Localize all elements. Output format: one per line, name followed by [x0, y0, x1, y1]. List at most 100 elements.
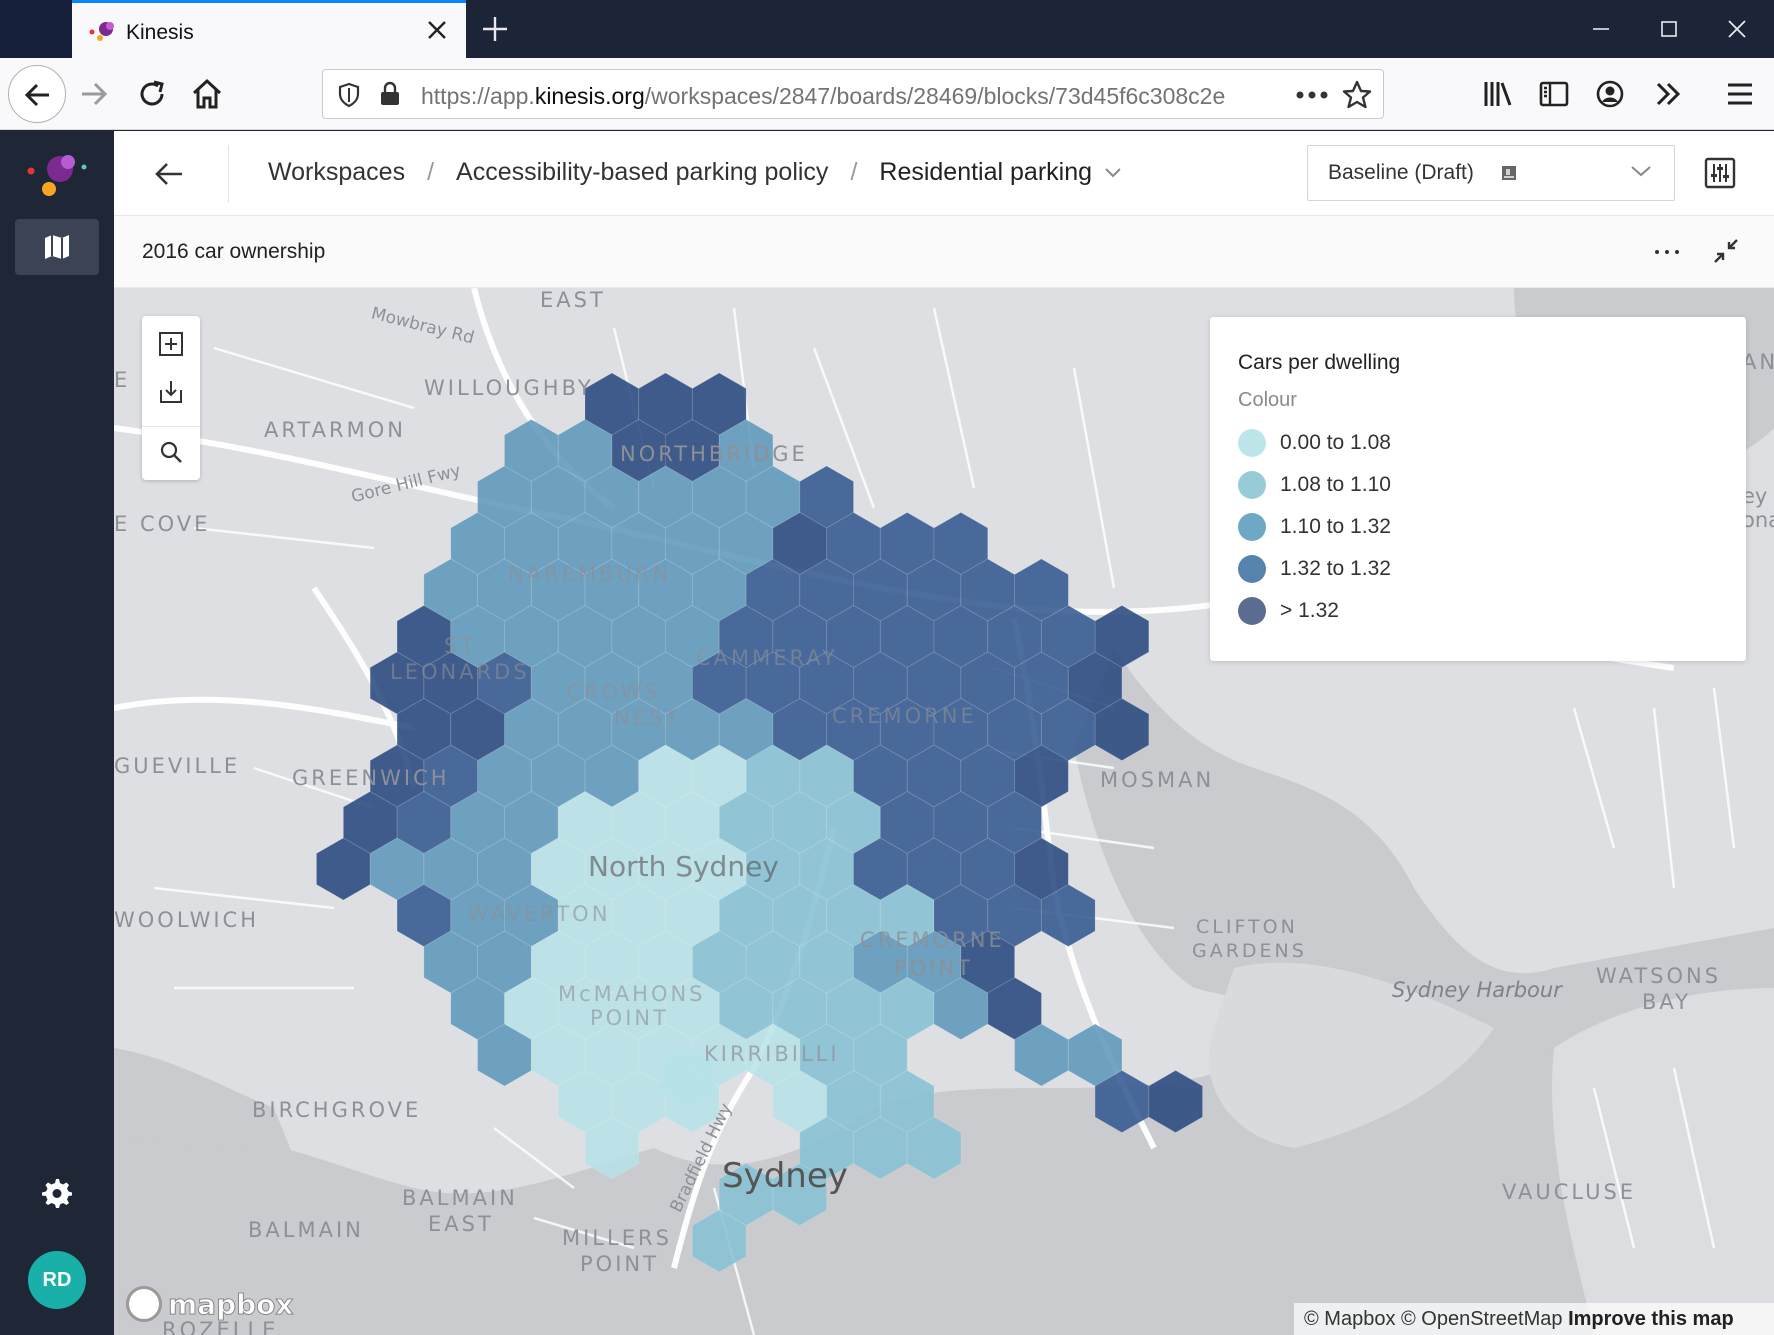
legend-swatch: [1238, 471, 1266, 499]
search-icon[interactable]: [157, 438, 185, 466]
gear-icon[interactable]: [40, 1177, 74, 1211]
sliders-settings-icon[interactable]: [1702, 155, 1738, 191]
chevron-down-icon[interactable]: [1104, 167, 1122, 179]
breadcrumb-current-board[interactable]: Residential parking: [879, 158, 1093, 186]
scenario-select[interactable]: Baseline (Draft): [1307, 145, 1675, 201]
titlebar-left-area: [0, 0, 72, 58]
overflow-chevrons-icon[interactable]: [1650, 76, 1686, 112]
map-label: GUEVILLE: [114, 754, 241, 778]
lock-icon[interactable]: [379, 81, 401, 107]
arrow-left-icon[interactable]: [152, 157, 186, 191]
map-label: E COVE: [114, 512, 211, 536]
breadcrumb: Workspaces / Accessibility-based parking…: [268, 158, 1122, 187]
map-label: GREENWICH: [292, 766, 450, 790]
close-window-icon[interactable]: [1722, 14, 1752, 44]
hexbin-cell[interactable]: [661, 1047, 715, 1109]
mapbox-logo[interactable]: mapbox: [126, 1284, 294, 1324]
browser-tab[interactable]: Kinesis: [72, 0, 466, 58]
map-label: ona: [1742, 508, 1774, 532]
close-tab-icon[interactable]: [424, 17, 450, 43]
legend-item: > 1.32: [1238, 590, 1718, 632]
home-icon[interactable]: [189, 76, 225, 112]
hamburger-menu-icon[interactable]: [1722, 76, 1758, 112]
map-label: CAMMERAY: [696, 646, 838, 670]
map-label: ST: [444, 634, 477, 658]
mapbox-logo-text: mapbox: [167, 1287, 294, 1321]
map-label: AN: [1742, 350, 1774, 374]
new-tab-icon[interactable]: [480, 14, 510, 44]
map-label: WOOLWICH: [114, 908, 260, 932]
map-label: EAST: [428, 1212, 494, 1236]
url-path: /workspaces/2847/boards/28469/blocks/73d…: [644, 83, 1226, 109]
map-label: GARDENS: [1192, 940, 1307, 962]
sidebar-toggle-icon[interactable]: [1536, 76, 1572, 112]
bookmark-star-icon[interactable]: [1341, 79, 1373, 111]
browser-forward-icon[interactable]: [76, 76, 112, 112]
app-header: Workspaces / Accessibility-based parking…: [114, 131, 1774, 216]
url-text[interactable]: https://app.kinesis.org/workspaces/2847/…: [421, 83, 1277, 110]
map-view[interactable]: EAST Mowbray Rd WILLOUGHBY ARTARMON NORT…: [114, 288, 1774, 1335]
minimize-window-icon[interactable]: [1586, 14, 1616, 44]
legend-label: 1.32 to 1.32: [1280, 557, 1391, 580]
attribution-text[interactable]: © Mapbox © OpenStreetMap: [1304, 1308, 1563, 1330]
breadcrumb-separator: /: [850, 158, 858, 186]
more-options-icon[interactable]: [1652, 246, 1682, 258]
breadcrumb-policy[interactable]: Accessibility-based parking policy: [456, 158, 829, 186]
hexbin-cell[interactable]: [1148, 1069, 1203, 1134]
map-label: EAST: [540, 288, 606, 312]
improve-map-link[interactable]: Improve this map: [1568, 1308, 1734, 1330]
mapbox-logo-icon: [126, 1286, 162, 1322]
map-label: CREMORNE: [860, 928, 1005, 952]
map-label: ey H: [1742, 484, 1774, 508]
legend-swatch: [1238, 429, 1266, 457]
hexbin-cell[interactable]: [1040, 883, 1096, 948]
legend-swatch: [1238, 513, 1266, 541]
collapse-icon[interactable]: [1711, 236, 1741, 266]
map-label: LEONARDS: [390, 660, 530, 684]
legend-item: 1.10 to 1.32: [1238, 506, 1718, 548]
map-controls: [142, 316, 200, 480]
hexbin-cell[interactable]: [1094, 697, 1150, 762]
hexbin-cell[interactable]: [584, 1116, 640, 1180]
map-label: POINT: [590, 1006, 669, 1030]
legend-item: 0.00 to 1.08: [1238, 422, 1718, 464]
maximize-window-icon[interactable]: [1654, 14, 1684, 44]
block-title: 2016 car ownership: [142, 240, 326, 263]
map-label: CREMORNE: [832, 704, 977, 728]
library-icon[interactable]: [1480, 76, 1516, 112]
map-label: Sydney Harbour: [1392, 978, 1562, 1002]
add-layer-icon[interactable]: [157, 330, 185, 358]
map-label: WAVERTON: [468, 902, 611, 926]
map-label: CLIFTON: [1196, 916, 1298, 938]
browser-titlebar: Kinesis: [0, 0, 1774, 58]
reload-icon[interactable]: [134, 76, 170, 112]
page-actions-icon[interactable]: [1295, 90, 1329, 100]
account-icon[interactable]: [1592, 76, 1628, 112]
map-label: NORTHBRIDGE: [620, 442, 808, 466]
breadcrumb-workspaces[interactable]: Workspaces: [268, 158, 406, 186]
map-legend: Cars per dwelling Colour 0.00 to 1.08 1.…: [1210, 317, 1746, 661]
map-label: ARTARMON: [264, 418, 406, 442]
kinesis-logo-icon[interactable]: [22, 149, 92, 201]
address-bar[interactable]: https://app.kinesis.org/workspaces/2847/…: [322, 69, 1384, 119]
arrow-left-icon: [24, 83, 49, 107]
hexbin-cell[interactable]: [906, 1116, 962, 1180]
hexbin-cell[interactable]: [772, 1162, 828, 1227]
map-controls-divider: [142, 426, 200, 427]
legend-label: > 1.32: [1280, 599, 1339, 622]
hexbin-cell[interactable]: [691, 1209, 747, 1273]
map-label: BALMAIN: [248, 1218, 364, 1242]
map-label: E: [114, 368, 131, 392]
block-title-bar: 2016 car ownership: [114, 216, 1774, 288]
map-label: BIRCHGROVE: [252, 1098, 422, 1122]
map-label: North Sydney: [588, 850, 779, 883]
browser-back-button[interactable]: [8, 65, 66, 123]
browser-toolbar: https://app.kinesis.org/workspaces/2847/…: [0, 58, 1774, 130]
map-attribution: © Mapbox © OpenStreetMap Improve this ma…: [1294, 1303, 1774, 1335]
legend-label: 1.08 to 1.10: [1280, 473, 1391, 496]
download-icon[interactable]: [157, 378, 185, 406]
breadcrumb-separator: /: [427, 158, 435, 186]
avatar[interactable]: RD: [28, 1251, 86, 1309]
shield-icon[interactable]: [337, 82, 361, 108]
sidebar-item-map[interactable]: [15, 219, 99, 275]
